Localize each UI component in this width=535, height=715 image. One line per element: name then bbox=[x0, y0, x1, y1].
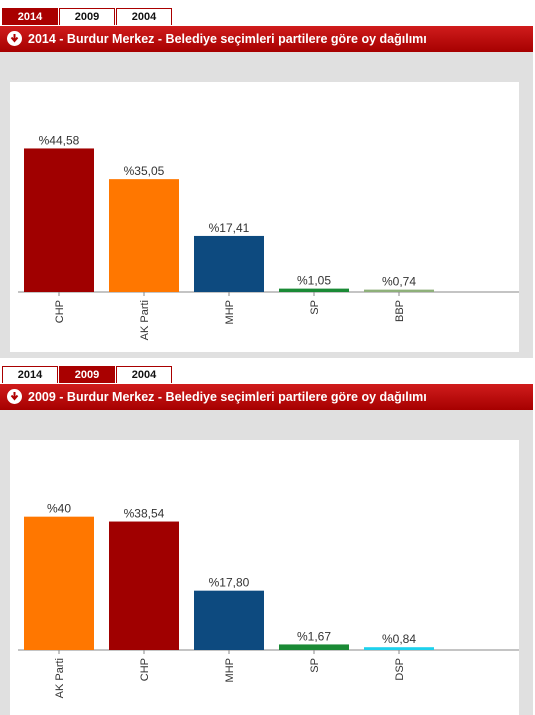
bar-ak-parti[interactable] bbox=[109, 179, 179, 292]
chart-title: 2009 - Burdur Merkez - Belediye seçimler… bbox=[28, 390, 427, 404]
bar-chart: %40 AK Parti %38,54 CHP %17,80 MHP %1,67 SP %0,8… bbox=[18, 502, 519, 698]
bar-chp[interactable] bbox=[24, 148, 94, 292]
bar-chp[interactable] bbox=[109, 521, 179, 650]
tab-2009[interactable]: 2009 bbox=[59, 8, 115, 25]
data-label-sp: %1,67 bbox=[297, 629, 331, 643]
x-tick-label-mhp: MHP bbox=[224, 300, 236, 324]
chart-panel-2014: 2014 2009 2004 2014 - Burdur Merkez - Be… bbox=[0, 8, 533, 358]
x-tick-label-ak-parti: AK Parti bbox=[139, 300, 151, 340]
chart-title-bar: 2014 - Burdur Merkez - Belediye seçimler… bbox=[0, 26, 533, 52]
plot-area: %44,58 CHP %35,05 AK Parti %17,41 MHP %1,05 SP%… bbox=[10, 82, 519, 352]
bar-sp[interactable] bbox=[279, 644, 349, 650]
download-icon[interactable] bbox=[7, 31, 22, 46]
bar-mhp[interactable] bbox=[194, 590, 264, 650]
data-label-sp: %1,05 bbox=[297, 274, 331, 288]
bar-chart: %44,58 CHP %35,05 AK Parti %17,41 MHP %1,05 SP%… bbox=[18, 133, 519, 340]
bar-sp[interactable] bbox=[279, 288, 349, 292]
data-label-mhp: %17,41 bbox=[209, 221, 250, 235]
tab-2009[interactable]: 2009 bbox=[59, 366, 115, 383]
chart-panel-2009: 2014 2009 2004 2009 - Burdur Merkez - Be… bbox=[0, 366, 533, 715]
data-label-bbp: %0,74 bbox=[382, 275, 416, 289]
plot-area: %40 AK Parti %38,54 CHP %17,80 MHP %1,67 SP %0,8… bbox=[10, 440, 519, 715]
year-tabs: 2014 2009 2004 bbox=[2, 8, 173, 26]
tab-2004[interactable]: 2004 bbox=[116, 366, 172, 383]
year-tabs: 2014 2009 2004 bbox=[2, 366, 173, 384]
chart-area: %40 AK Parti %38,54 CHP %17,80 MHP %1,67 SP %0,8… bbox=[0, 410, 533, 715]
download-icon[interactable] bbox=[7, 389, 22, 404]
bar-ak-parti[interactable] bbox=[24, 516, 94, 650]
tab-2014[interactable]: 2014 bbox=[2, 366, 58, 383]
data-label-chp: %38,54 bbox=[124, 507, 165, 521]
x-tick-label-bbp: BBP bbox=[394, 300, 406, 322]
data-label-ak-parti: %40 bbox=[47, 502, 71, 516]
x-tick-label-ak-parti: AK Parti bbox=[54, 658, 66, 698]
data-label-ak-parti: %35,05 bbox=[124, 164, 165, 178]
chart-area: %44,58 CHP %35,05 AK Parti %17,41 MHP %1,05 SP%… bbox=[0, 52, 533, 358]
x-tick-label-dsp: DSP bbox=[394, 658, 406, 681]
x-tick-label-sp: SP bbox=[309, 658, 321, 673]
x-tick-label-sp: SP bbox=[309, 300, 321, 315]
x-tick-label-mhp: MHP bbox=[224, 658, 236, 682]
bar-mhp[interactable] bbox=[194, 235, 264, 292]
tab-2004[interactable]: 2004 bbox=[116, 8, 172, 25]
chart-title: 2014 - Burdur Merkez - Belediye seçimler… bbox=[28, 32, 427, 46]
data-label-chp: %44,58 bbox=[39, 133, 80, 147]
data-label-dsp: %0,84 bbox=[382, 632, 416, 646]
data-label-mhp: %17,80 bbox=[209, 576, 250, 590]
chart-title-bar: 2009 - Burdur Merkez - Belediye seçimler… bbox=[0, 384, 533, 410]
bar-dsp[interactable] bbox=[364, 647, 434, 650]
bar-bbp[interactable] bbox=[364, 289, 434, 292]
tab-2014[interactable]: 2014 bbox=[2, 8, 58, 25]
x-tick-label-chp: CHP bbox=[139, 658, 151, 681]
x-tick-label-chp: CHP bbox=[54, 300, 66, 323]
